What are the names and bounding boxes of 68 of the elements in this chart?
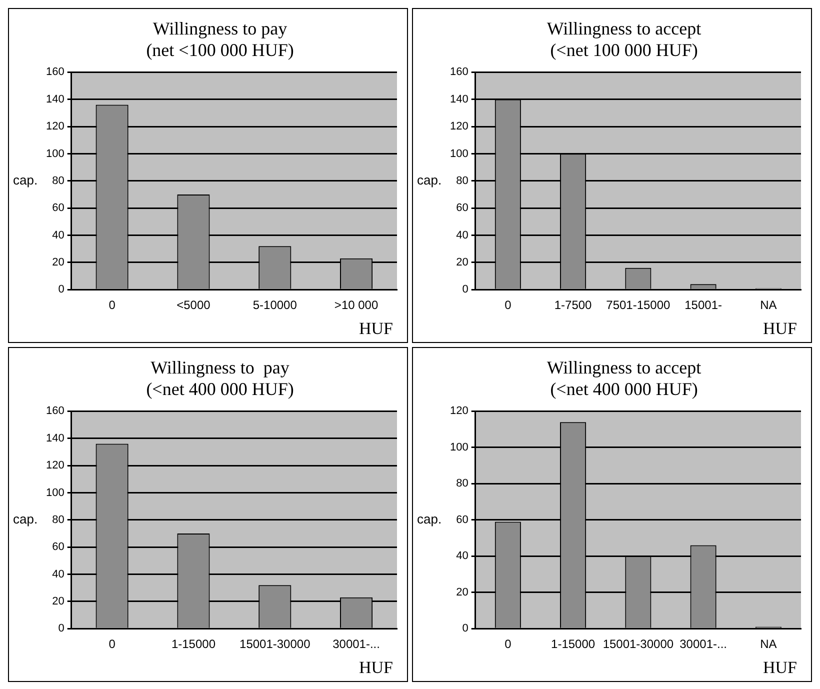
y-tick-label: 100 — [46, 148, 64, 160]
y-tick-label: 120 — [450, 120, 468, 133]
x-tick-label: 15001- — [684, 298, 722, 312]
y-tick-label: 140 — [46, 432, 64, 444]
y-tick-label: 160 — [46, 405, 64, 418]
x-tick-label: NA — [760, 298, 777, 312]
y-tick-label: 120 — [450, 405, 468, 418]
y-tick-label: 40 — [456, 550, 468, 562]
y-tick-label: 120 — [46, 460, 64, 472]
x-tick-label: 0 — [504, 298, 512, 312]
y-tick-label: 80 — [52, 514, 64, 526]
y-tick-label: 0 — [58, 284, 64, 296]
y-tick-label: 0 — [462, 622, 468, 635]
text: (<net 400 000 HUF) — [550, 379, 698, 400]
y-tick-label: 20 — [456, 256, 468, 268]
y-tick-label: 120 — [46, 120, 64, 133]
x-axis-title: HUF — [358, 658, 393, 677]
y-tick-label: 100 — [46, 486, 64, 499]
y-tick-label: 40 — [52, 229, 64, 242]
x-tick-label: 0 — [504, 637, 512, 652]
y-tick-label: 20 — [456, 586, 468, 598]
y-axis-title: cap. — [417, 172, 442, 188]
y-tick-label: 100 — [450, 441, 468, 454]
x-tick-label: 1-7500 — [554, 298, 592, 312]
x-tick-label: 30001-... — [332, 637, 380, 652]
y-tick-label: 40 — [456, 229, 468, 242]
x-tick-label: 0 — [108, 637, 116, 652]
y-tick-label: 60 — [456, 202, 468, 214]
y-tick-label: 0 — [58, 622, 64, 635]
x-tick-label: 5-10000 — [252, 298, 298, 312]
y-tick-label: 20 — [52, 256, 64, 268]
y-tick-label: 140 — [46, 93, 64, 106]
x-tick-label: 30001-... — [680, 637, 727, 652]
y-axis-title: cap. — [13, 172, 38, 188]
text: Willingness to accept — [546, 18, 702, 39]
x-tick-label: NA — [760, 637, 777, 652]
x-tick-label: 7501-15000 — [606, 298, 671, 312]
y-tick-label: 100 — [450, 148, 468, 160]
y-tick-label: 160 — [46, 66, 64, 78]
y-tick-label: 0 — [462, 284, 468, 296]
x-tick-label: <5000 — [176, 298, 211, 312]
y-tick-label: 60 — [52, 541, 64, 554]
y-axis-title: cap. — [417, 511, 442, 526]
x-tick-label: 0 — [108, 298, 116, 312]
y-axis-title: cap. — [13, 511, 38, 526]
text: (<net 100 000 HUF) — [550, 40, 698, 60]
y-tick-label: 80 — [52, 174, 64, 187]
y-tick-label: 60 — [456, 514, 468, 526]
x-tick-label: 15001-30000 — [240, 637, 311, 652]
y-tick-label: 20 — [52, 595, 64, 608]
y-tick-label: 140 — [450, 93, 468, 106]
text: Willingness to accept — [546, 358, 702, 378]
x-tick-label: 1-15000 — [171, 637, 216, 652]
x-tick-label: >10 000 — [334, 298, 378, 312]
text: (<net 400 000 HUF) — [146, 379, 294, 400]
y-tick-label: 40 — [52, 568, 64, 580]
x-tick-label: 1-15000 — [551, 637, 596, 652]
x-tick-label: 15001-30000 — [602, 637, 674, 652]
y-tick-label: 60 — [52, 202, 64, 214]
x-axis-title: HUF — [762, 318, 797, 338]
y-tick-label: 160 — [450, 66, 468, 78]
x-axis-title: HUF — [762, 658, 797, 677]
x-axis-title: HUF — [358, 318, 393, 338]
text: Willingness to pay — [150, 358, 290, 378]
y-tick-label: 80 — [456, 478, 468, 490]
text: (net <100 000 HUF) — [146, 40, 294, 60]
text: Willingness to pay — [152, 18, 288, 39]
y-tick-label: 80 — [456, 174, 468, 187]
